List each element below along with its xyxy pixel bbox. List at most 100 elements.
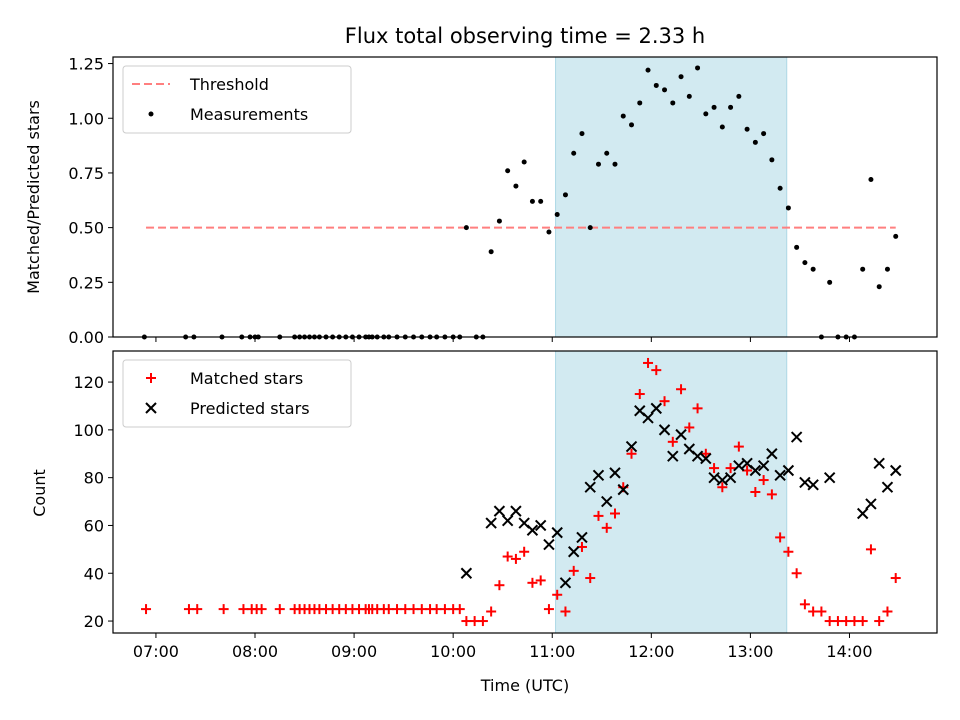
matched-star-point bbox=[218, 604, 229, 615]
measurement-point bbox=[678, 74, 684, 80]
cross-b bbox=[683, 443, 696, 455]
measurement-point bbox=[703, 111, 709, 117]
measurement-point bbox=[893, 233, 899, 239]
xtick-label: 13:00 bbox=[727, 642, 773, 661]
matched-star-point bbox=[494, 580, 505, 591]
cross-b bbox=[675, 428, 687, 441]
matched-star-point bbox=[733, 441, 744, 452]
predicted-star-point bbox=[790, 431, 803, 443]
predicted-star-point bbox=[766, 448, 778, 460]
ytick-label: 0.00 bbox=[68, 328, 104, 347]
matched-star-point bbox=[684, 422, 695, 433]
predicted-star-point bbox=[601, 495, 613, 508]
measurement-point bbox=[620, 113, 626, 119]
measurement-point bbox=[794, 244, 800, 250]
ytick-label: 60 bbox=[84, 516, 104, 535]
measurement-point bbox=[529, 198, 535, 204]
measurement-point bbox=[686, 93, 692, 99]
matched-star-point bbox=[560, 606, 571, 617]
predicted-star-point bbox=[485, 517, 497, 529]
xtick-label: 11:00 bbox=[529, 642, 575, 661]
cross-b bbox=[881, 481, 894, 493]
matched-star-point bbox=[477, 616, 488, 627]
predicted-star-point bbox=[526, 524, 539, 536]
predicted-star-point bbox=[708, 471, 720, 484]
predicted-star-point bbox=[559, 577, 572, 589]
predicted-star-point bbox=[856, 507, 869, 520]
predicted-star-point bbox=[501, 514, 514, 527]
cross-b bbox=[749, 464, 762, 477]
predicted-star-point bbox=[890, 464, 902, 477]
measurement-point bbox=[662, 87, 668, 93]
predicted-star-point bbox=[658, 424, 671, 436]
matched-star-point bbox=[890, 573, 901, 584]
matched-star-point bbox=[766, 489, 777, 500]
measurement-point bbox=[546, 229, 552, 235]
ytick-label: 1.00 bbox=[68, 109, 104, 128]
xtick-label: 08:00 bbox=[232, 642, 278, 661]
matched-star-point bbox=[585, 573, 596, 584]
cross-b bbox=[700, 452, 712, 465]
predicted-star-point bbox=[675, 428, 687, 441]
measurement-point bbox=[496, 218, 502, 224]
predicted-star-point bbox=[543, 538, 555, 551]
legend: Matched stars Predicted stars bbox=[122, 359, 352, 428]
matched-star-point bbox=[502, 551, 513, 562]
matched-star-point bbox=[791, 568, 802, 579]
ratio-panel: 0.00 0.25 0.50 0.75 1.00 1.25 Threshold Measure… bbox=[68, 55, 938, 347]
xtick-label: 07:00 bbox=[133, 642, 179, 661]
ytick-label: 80 bbox=[84, 469, 104, 488]
measurement-point bbox=[595, 161, 601, 167]
cross-b bbox=[510, 505, 522, 517]
matched-star-point bbox=[816, 606, 827, 617]
cross-b bbox=[551, 526, 563, 539]
predicted-star-point bbox=[576, 531, 588, 544]
measurement-point bbox=[513, 183, 519, 189]
bottom-xlabel: Time (UTC) bbox=[480, 676, 569, 695]
predicted-star-point bbox=[510, 505, 522, 517]
matched-star-point bbox=[643, 357, 654, 368]
predicted-star-point bbox=[757, 460, 770, 472]
legend-predicted-swatch bbox=[145, 402, 157, 414]
matched-star-point bbox=[709, 463, 720, 474]
matched-star-point bbox=[676, 384, 687, 395]
ytick-label: 0.75 bbox=[68, 164, 104, 183]
measurement-point bbox=[884, 266, 890, 272]
measurement-point bbox=[777, 185, 783, 191]
measurement-point bbox=[810, 266, 816, 272]
ytick-label: 0.25 bbox=[68, 273, 104, 292]
cross-b bbox=[584, 481, 596, 493]
cross-b bbox=[807, 479, 819, 491]
cross-b bbox=[617, 483, 629, 496]
legend-box bbox=[122, 359, 352, 428]
measurement-point bbox=[579, 131, 585, 137]
measurement-point bbox=[868, 177, 874, 182]
measurement-point bbox=[587, 225, 593, 231]
predicted-star-point bbox=[460, 567, 473, 579]
matched-star-point bbox=[651, 365, 662, 376]
cross-b bbox=[592, 469, 605, 481]
matched-star-point bbox=[519, 546, 530, 557]
cross-b bbox=[724, 471, 737, 484]
ytick-label: 20 bbox=[84, 612, 104, 631]
matched-star-point bbox=[717, 482, 728, 493]
matched-star-point bbox=[626, 448, 637, 459]
cross-b bbox=[493, 505, 506, 517]
predicted-star-point bbox=[881, 481, 894, 493]
top-ylabel: Matched/Predicted stars bbox=[24, 100, 43, 294]
xtick-label: 14:00 bbox=[826, 642, 872, 661]
cross-b bbox=[658, 424, 671, 436]
cross-b bbox=[543, 538, 555, 551]
measurement-point bbox=[736, 93, 742, 99]
cross-b bbox=[856, 507, 869, 520]
xtick-label: 12:00 bbox=[628, 642, 674, 661]
predicted-star-point bbox=[568, 546, 580, 558]
cross-b bbox=[501, 514, 514, 527]
cross-b bbox=[873, 457, 885, 470]
matched-star-point bbox=[454, 604, 465, 615]
matched-star-point bbox=[865, 544, 876, 555]
measurement-point bbox=[802, 260, 808, 266]
plot-frame bbox=[112, 350, 938, 634]
matched-star-point bbox=[256, 604, 267, 615]
predicted-star-point bbox=[782, 464, 795, 477]
